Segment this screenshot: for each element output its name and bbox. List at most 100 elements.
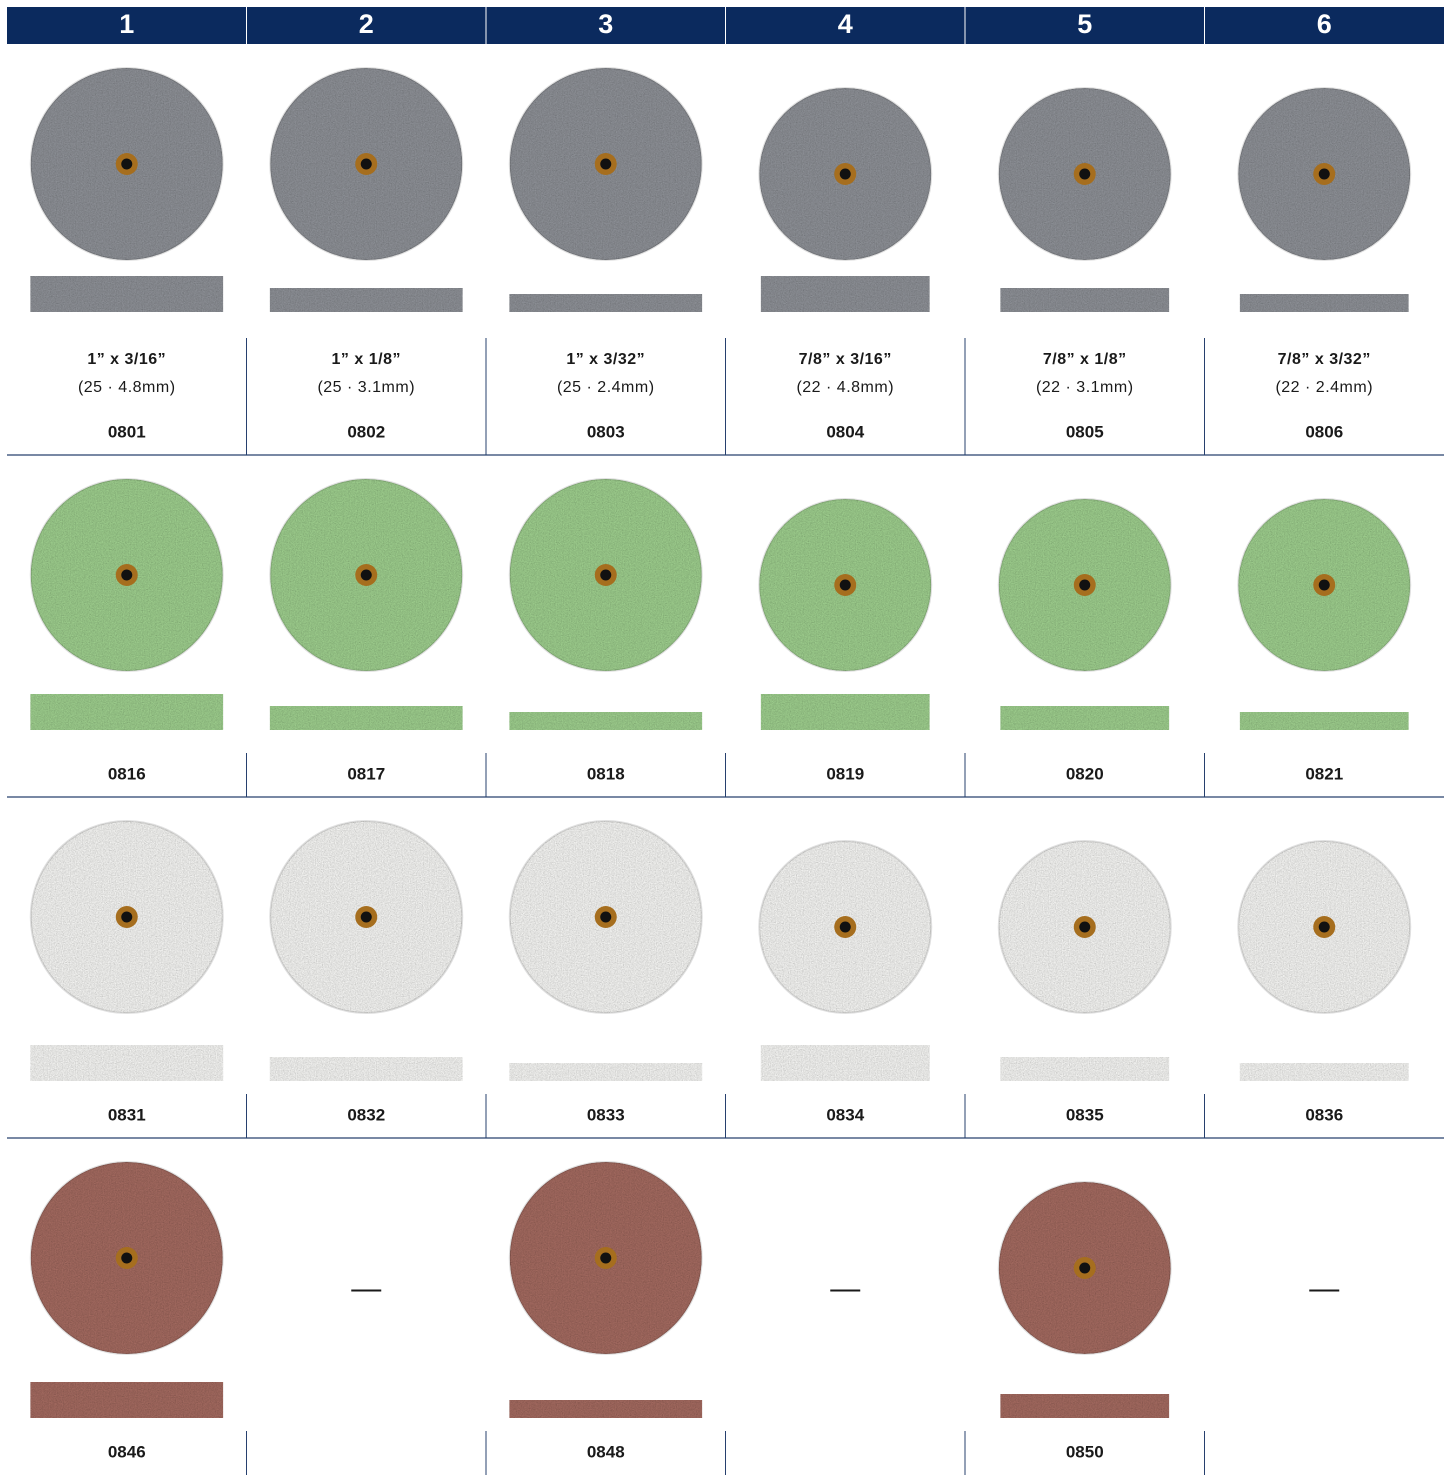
product-code: 0848	[587, 1442, 625, 1461]
disc-edge	[760, 1045, 930, 1081]
product-code: 0821	[1305, 764, 1343, 783]
disc-rim	[29, 820, 224, 1014]
disc-hole	[360, 911, 372, 923]
disc-hole	[1318, 579, 1330, 591]
product-code: 0817	[347, 764, 385, 783]
disc-edge	[509, 1063, 703, 1081]
disc-rim	[1237, 498, 1412, 672]
size-inch: 1” x 3/32”	[566, 351, 645, 368]
product-code: 0818	[587, 764, 625, 783]
size-mm: (22 · 3.1mm)	[1036, 379, 1134, 396]
product-code: 0833	[587, 1105, 625, 1124]
product-code: 0846	[108, 1442, 146, 1461]
disc-hole	[121, 911, 133, 923]
disc-rim	[29, 1161, 224, 1355]
product-code: 0801	[108, 422, 146, 441]
column-number: 6	[1317, 9, 1332, 39]
column-number: 3	[598, 9, 613, 39]
disc-edge	[1000, 1057, 1170, 1081]
disc-hole	[839, 168, 851, 180]
disc-hole	[839, 579, 851, 591]
disc-rim	[758, 840, 933, 1014]
product-code: 0835	[1066, 1105, 1104, 1124]
disc-edge	[509, 294, 703, 312]
size-inch: 1” x 3/16”	[87, 351, 166, 368]
disc-rim	[997, 840, 1172, 1014]
column-number: 1	[119, 9, 134, 39]
disc-edge	[760, 276, 930, 312]
size-inch: 1” x 1/8”	[332, 351, 401, 368]
disc-hole	[121, 1252, 133, 1264]
disc-edge	[30, 1382, 224, 1418]
product-code: 0805	[1066, 422, 1104, 441]
disc-hole	[600, 1252, 612, 1264]
disc-edge	[30, 276, 224, 312]
disc-hole	[1318, 168, 1330, 180]
disc-hole	[1079, 1262, 1091, 1274]
disc-rim	[269, 820, 464, 1014]
disc-rim	[997, 1181, 1172, 1355]
disc-hole	[121, 158, 133, 170]
product-code: 0850	[1066, 1442, 1104, 1461]
product-code: 0804	[826, 422, 864, 441]
disc-hole	[839, 921, 851, 933]
empty-mark: —	[830, 1272, 860, 1305]
disc-edge	[1000, 288, 1170, 312]
disc-rim	[269, 67, 464, 261]
disc-hole	[1079, 921, 1091, 933]
disc-edge	[1239, 294, 1409, 312]
disc-rim	[29, 67, 224, 261]
disc-edge	[269, 706, 463, 730]
disc-edge	[509, 712, 703, 730]
product-code: 0831	[108, 1105, 146, 1124]
empty-mark: —	[1309, 1272, 1339, 1305]
disc-rim	[29, 478, 224, 672]
disc-edge	[760, 694, 930, 730]
disc-hole	[1079, 579, 1091, 591]
disc-edge	[269, 288, 463, 312]
size-mm: (22 · 4.8mm)	[796, 379, 894, 396]
disc-rim	[508, 478, 703, 672]
disc-rim	[508, 1161, 703, 1355]
product-code: 0803	[587, 422, 625, 441]
disc-edge	[1239, 1063, 1409, 1081]
disc-rim	[269, 478, 464, 672]
disc-edge	[30, 1045, 224, 1081]
column-number: 5	[1077, 9, 1092, 39]
disc-edge	[30, 694, 224, 730]
column-number: 2	[359, 9, 374, 39]
disc-hole	[121, 569, 133, 581]
disc-rim	[758, 498, 933, 672]
disc-rim	[1237, 840, 1412, 1014]
disc-hole	[360, 158, 372, 170]
disc-rim	[997, 87, 1172, 261]
size-mm: (25 · 2.4mm)	[557, 379, 655, 396]
disc-rim	[1237, 87, 1412, 261]
size-inch: 7/8” x 3/16”	[799, 351, 892, 368]
disc-hole	[1318, 921, 1330, 933]
disc-edge	[509, 1400, 703, 1418]
disc-hole	[1079, 168, 1091, 180]
disc-rim	[758, 87, 933, 261]
disc-hole	[600, 158, 612, 170]
product-code: 0802	[347, 422, 385, 441]
disc-hole	[600, 911, 612, 923]
size-mm: (22 · 2.4mm)	[1275, 379, 1373, 396]
disc-rim	[997, 498, 1172, 672]
disc-edge	[1000, 1394, 1170, 1418]
product-code: 0806	[1305, 422, 1343, 441]
product-code: 0832	[347, 1105, 385, 1124]
disc-hole	[600, 569, 612, 581]
disc-edge	[269, 1057, 463, 1081]
disc-edge	[1239, 712, 1409, 730]
product-code: 0816	[108, 764, 146, 783]
product-code: 0820	[1066, 764, 1104, 783]
size-mm: (25 · 3.1mm)	[317, 379, 415, 396]
product-code: 0834	[826, 1105, 864, 1124]
size-mm: (25 · 4.8mm)	[78, 379, 176, 396]
product-code: 0819	[826, 764, 864, 783]
size-inch: 7/8” x 3/32”	[1278, 351, 1371, 368]
disc-edge	[1000, 706, 1170, 730]
disc-rim	[508, 820, 703, 1014]
